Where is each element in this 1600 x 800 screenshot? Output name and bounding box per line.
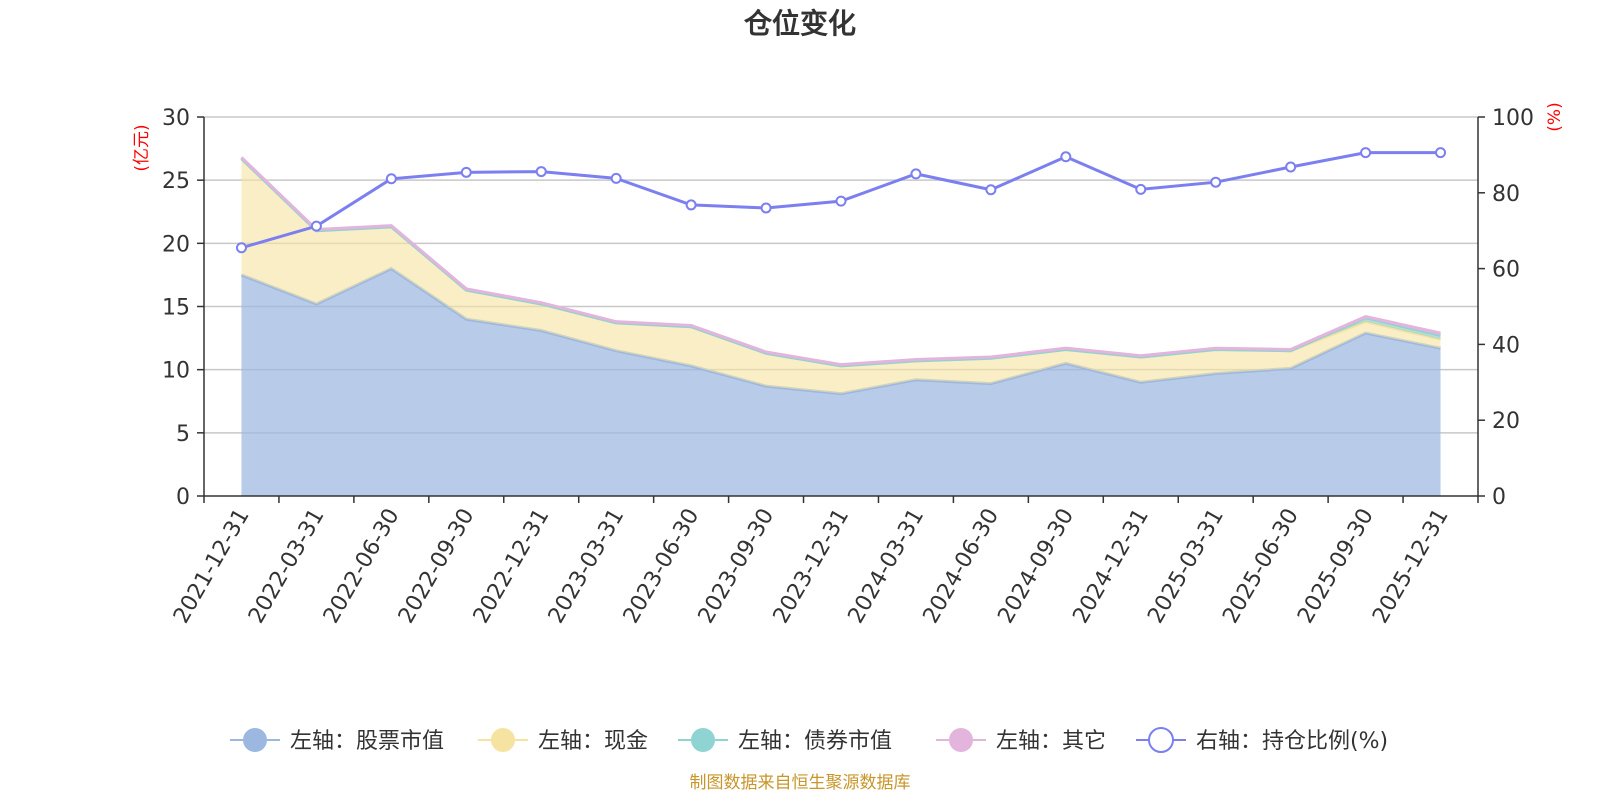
x-axis-tick-label: 2024-03-31 (844, 505, 930, 628)
legend-hollow-circle-icon (1148, 727, 1174, 753)
ratio-point (685, 199, 697, 211)
right-axis-tick-label: 20 (1492, 409, 1520, 434)
ratio-point (910, 168, 922, 180)
legend[interactable]: 左轴：股票市值 左轴：现金 左轴：债券市值 左轴：其它 右轴：持仓比例(%) (230, 727, 1388, 754)
legend-dot-icon (949, 728, 973, 752)
data-source-note: 制图数据来自恒生聚源数据库 (690, 773, 911, 793)
x-axis-tick-label: 2022-12-31 (469, 505, 555, 628)
x-axis-tick-label: 2023-03-31 (544, 505, 630, 628)
right-axis-tick-label: 40 (1492, 333, 1520, 358)
x-axis-tick-label: 2023-09-30 (694, 505, 780, 628)
legend-label: 左轴：债券市值 (738, 729, 892, 754)
x-axis-tick-label: 2022-06-30 (319, 505, 405, 628)
legend-item-4[interactable]: 左轴：其它 (936, 728, 1106, 754)
ratio-point (1060, 151, 1072, 163)
ratio-point (1285, 161, 1297, 173)
legend-dot-icon (491, 728, 515, 752)
right-axis-unit: (%) (1545, 102, 1565, 131)
x-axis-tick-label: 2022-03-31 (244, 505, 330, 628)
x-axis-tick-label: 2022-09-30 (394, 505, 480, 628)
ratio-point (310, 220, 322, 232)
legend-dot-icon (691, 728, 715, 752)
legend-label: 左轴：现金 (538, 729, 648, 754)
right-axis-tick-label: 100 (1492, 106, 1534, 131)
left-axis-tick-label: 15 (162, 296, 190, 321)
left-axis-tick-label: 20 (162, 232, 190, 257)
left-axis-tick-label: 25 (162, 169, 190, 194)
ratio-point (460, 166, 472, 178)
legend-item-1[interactable]: 左轴：股票市值 (230, 728, 444, 754)
ratio-point (1135, 183, 1147, 195)
legend-label: 左轴：股票市值 (290, 729, 444, 754)
right-axis-tick-label: 0 (1492, 485, 1506, 510)
stacked-areas (240, 156, 1441, 496)
ratio-point (985, 184, 997, 196)
right-axis-tick-label: 80 (1492, 182, 1520, 207)
x-axis-tick-label: 2021-12-31 (169, 505, 255, 628)
legend-item-2[interactable]: 左轴：现金 (478, 728, 648, 754)
ratio-point (1360, 147, 1372, 159)
x-axis-tick-label: 2023-06-30 (619, 505, 705, 628)
legend-dot-icon (243, 728, 267, 752)
x-axis-tick-label: 2025-06-30 (1218, 505, 1304, 628)
x-axis-tick-label: 2025-03-31 (1143, 505, 1229, 628)
left-axis-tick-label: 0 (176, 485, 190, 510)
area-fill-series-1 (241, 268, 1441, 496)
x-axis-tick-label: 2023-12-31 (769, 505, 855, 628)
ratio-point (235, 242, 247, 254)
ratio-point (1435, 147, 1447, 159)
legend-item-5[interactable]: 右轴：持仓比例(%) (1136, 727, 1388, 754)
left-axis-unit: (亿元) (132, 124, 152, 171)
legend-item-3[interactable]: 左轴：债券市值 (678, 728, 892, 754)
legend-label: 左轴：其它 (996, 729, 1106, 754)
left-axis-tick-label: 5 (176, 422, 190, 447)
ratio-line-series (235, 147, 1447, 254)
ratio-point (1210, 176, 1222, 188)
x-axis-tick-label: 2024-06-30 (918, 505, 1004, 628)
x-axis-tick-label: 2024-09-30 (993, 505, 1079, 628)
legend-label: 右轴：持仓比例(%) (1196, 729, 1388, 754)
ratio-point (610, 172, 622, 184)
ratio-point (835, 195, 847, 207)
x-axis-tick-label: 2024-12-31 (1068, 505, 1154, 628)
left-axis-tick-label: 30 (162, 106, 190, 131)
chart-title: 仓位变化 (744, 7, 856, 40)
x-axis-tick-label: 2025-09-30 (1293, 505, 1379, 628)
x-axis-tick-label: 2025-12-31 (1368, 505, 1454, 628)
left-axis-tick-label: 10 (162, 359, 190, 384)
right-axis-tick-label: 60 (1492, 258, 1520, 283)
area-edge-series-4 (240, 156, 1441, 367)
ratio-point (385, 173, 397, 185)
ratio-point (760, 202, 772, 214)
ratio-point (535, 166, 547, 178)
